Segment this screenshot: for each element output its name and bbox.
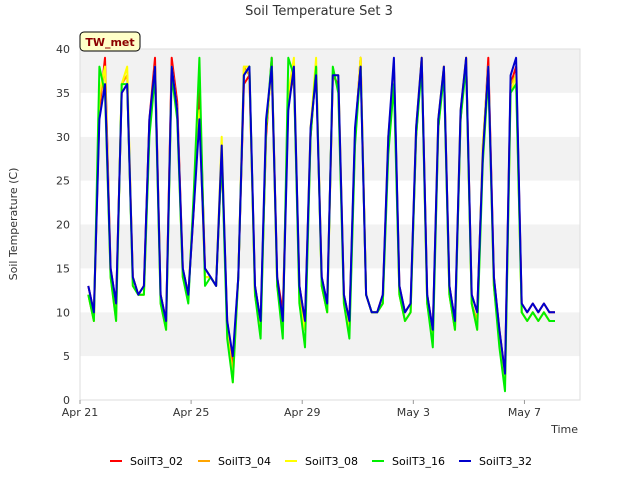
legend-label: SoilT3_16 bbox=[392, 455, 445, 468]
x-tick-label: Apr 25 bbox=[173, 406, 210, 419]
y-tick-label: 5 bbox=[63, 350, 70, 363]
site-badge: TW_met bbox=[79, 31, 141, 52]
x-axis-title: Time bbox=[550, 423, 578, 436]
y-axis-title: Soil Temperature (C) bbox=[7, 168, 20, 281]
y-tick-label: 10 bbox=[56, 306, 70, 319]
legend-label: SoilT3_32 bbox=[479, 455, 532, 468]
y-tick-label: 40 bbox=[56, 43, 70, 56]
site-badge-box bbox=[79, 31, 141, 52]
y-tick-label: 30 bbox=[56, 131, 70, 144]
series-line-soilt3_16 bbox=[87, 56, 555, 393]
y-tick-label: 20 bbox=[56, 219, 70, 232]
y-tick-label: 35 bbox=[56, 87, 70, 100]
chart-title: Soil Temperature Set 3 bbox=[245, 4, 393, 19]
x-tick-label: May 7 bbox=[508, 406, 541, 419]
series-lines bbox=[87, 56, 555, 393]
site-badge-label: TW_met bbox=[85, 36, 134, 49]
legend-label: SoilT3_08 bbox=[305, 455, 358, 468]
grid-band bbox=[80, 92, 580, 137]
y-tick-label: 15 bbox=[56, 262, 70, 275]
grid-band bbox=[80, 49, 580, 93]
legend-label: SoilT3_04 bbox=[218, 455, 271, 468]
y-tick-label: 0 bbox=[63, 394, 70, 407]
x-tick-label: Apr 21 bbox=[62, 406, 99, 419]
grid-band bbox=[80, 356, 580, 400]
plot-border bbox=[79, 48, 581, 401]
x-axis-ticks: Apr 21 Apr 25 Apr 29 May 3 May 7 bbox=[62, 400, 541, 419]
y-tick-label: 25 bbox=[56, 175, 70, 188]
series-line-soilt3_32 bbox=[87, 56, 555, 375]
legend-label: SoilT3_02 bbox=[130, 455, 183, 468]
y-axis-ticks: 0 5 10 15 20 25 30 35 40 bbox=[56, 43, 70, 407]
legend: SoilT3_02 SoilT3_04 SoilT3_08 SoilT3_16 Soil… bbox=[110, 455, 532, 468]
x-tick-label: May 3 bbox=[397, 406, 430, 419]
grid-band bbox=[80, 268, 580, 313]
x-tick-label: Apr 29 bbox=[284, 406, 321, 419]
